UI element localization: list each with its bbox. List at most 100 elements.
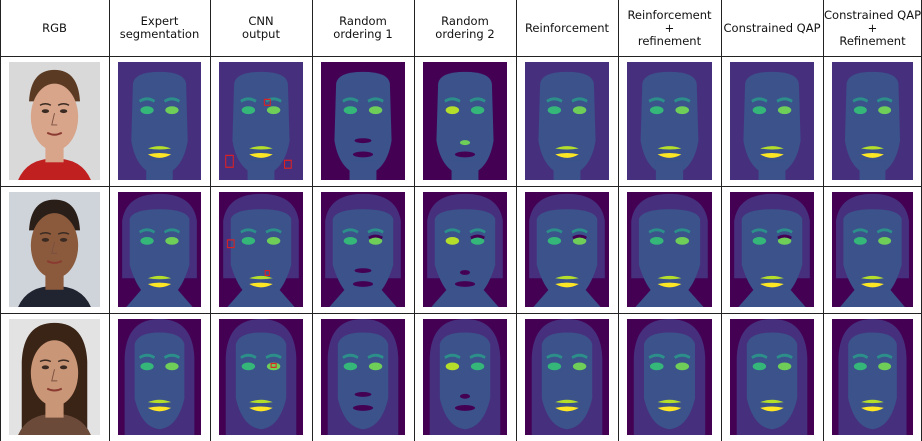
seg-face	[332, 209, 394, 302]
seg-brow-left	[648, 228, 666, 234]
seg-lower-lip	[147, 282, 172, 288]
seg-neck	[738, 287, 806, 307]
seg-brow-right	[776, 97, 793, 103]
seg-brow-right	[571, 97, 588, 103]
seg-brow-right	[469, 97, 486, 103]
seg-brow-right	[776, 228, 793, 234]
segmentation-map-rand1	[321, 192, 405, 307]
seg-eye-right	[777, 237, 792, 245]
segmentation-map-rand2	[423, 62, 507, 180]
seg-face	[439, 332, 491, 430]
grid-hline	[0, 313, 922, 314]
segmentation-map-reinf_ref	[627, 319, 712, 435]
photo-mouth	[46, 387, 63, 392]
photo-neck	[45, 274, 64, 290]
seg-brow-left	[546, 228, 563, 234]
segmentation-svg	[832, 62, 913, 180]
seg-brow-left	[751, 228, 768, 234]
segmentation-map-qap	[730, 192, 814, 307]
photo-eye-left	[41, 365, 50, 370]
error-highlight-box	[263, 98, 271, 106]
seg-brow-left	[342, 228, 359, 234]
grid-vline	[516, 0, 517, 441]
column-header-1: Expert segmentation	[119, 14, 200, 41]
column-header-3: Random ordering 1	[333, 14, 393, 41]
grid-vline	[312, 0, 313, 441]
seg-brow-left	[852, 353, 869, 359]
seg-brow-left	[751, 353, 768, 359]
seg-eye-left	[853, 237, 867, 245]
seg-mouth-wrong	[354, 268, 372, 273]
seg-brow-right	[265, 228, 282, 234]
seg-brow-right	[163, 228, 181, 234]
seg-eye-left	[343, 106, 358, 115]
seg-lower-lip	[555, 406, 579, 412]
seg-neck	[349, 160, 377, 180]
seg-brow-right	[367, 97, 384, 103]
photo-eye-right	[59, 238, 68, 242]
photo-nose	[51, 241, 58, 254]
seg-eye-shadow	[777, 234, 792, 240]
column-header-6: Reinforcement + refinement	[627, 7, 712, 48]
segmentation-map-qap_ref	[832, 62, 913, 180]
grid-vline	[414, 0, 415, 441]
seg-lower-lip	[249, 282, 273, 288]
seg-eye-left	[547, 237, 562, 245]
seg-lower-lip	[147, 406, 172, 412]
segmentation-map-cnn	[219, 192, 303, 307]
seg-eye-shadow	[368, 234, 383, 240]
seg-brow-left	[648, 353, 666, 359]
seg-mouth-wrong	[459, 393, 471, 399]
seg-lip-wrong	[454, 151, 476, 158]
photo-eye-right	[59, 365, 68, 370]
photo-nose	[51, 369, 58, 382]
seg-mouth-wrong	[459, 140, 471, 146]
seg-face	[541, 332, 593, 430]
photo-brow-left	[39, 103, 52, 106]
seg-eye-left	[445, 362, 460, 371]
seg-brow-left	[546, 97, 563, 103]
error-highlight-box	[225, 154, 234, 168]
segmentation-map-qap	[730, 319, 814, 435]
seg-face	[129, 209, 190, 302]
photo-neck	[45, 402, 64, 418]
seg-eye-right	[777, 106, 792, 115]
seg-brow-right	[876, 353, 893, 359]
seg-brow-left	[444, 97, 461, 103]
seg-neck	[859, 160, 886, 180]
photo-mouth	[46, 260, 63, 264]
segmentation-map-rand2	[423, 319, 507, 435]
photo-shirt	[18, 285, 91, 307]
segmentation-svg	[423, 319, 507, 435]
segmentation-svg	[219, 192, 303, 307]
segmentation-svg	[118, 319, 201, 435]
segmentation-svg	[627, 62, 712, 180]
seg-neck	[840, 287, 905, 307]
seg-eye-right	[572, 237, 587, 245]
seg-face	[134, 332, 185, 430]
segmentation-svg	[423, 62, 507, 180]
seg-eye-left	[241, 237, 256, 245]
grid-hline	[0, 186, 922, 187]
seg-brow-left	[240, 97, 257, 103]
seg-eye-shadow	[470, 234, 485, 240]
seg-lower-lip	[657, 282, 682, 288]
seg-brow-left	[751, 97, 768, 103]
column-header-2: CNN output	[242, 14, 280, 41]
grid-vline	[823, 0, 824, 441]
seg-brow-left	[444, 228, 461, 234]
photo-mouth	[46, 131, 63, 136]
seg-upper-lip	[147, 275, 172, 280]
seg-eye-left	[547, 106, 562, 115]
seg-brow-right	[469, 228, 486, 234]
segmentation-map-cnn	[219, 319, 303, 435]
seg-upper-lip	[555, 146, 579, 150]
seg-face	[848, 332, 897, 430]
seg-upper-lip	[861, 146, 884, 150]
photo-nose	[51, 113, 58, 126]
seg-eye-right	[572, 106, 587, 115]
seg-mouth-wrong	[459, 270, 471, 275]
seg-eye-left	[649, 362, 664, 371]
seg-lower-lip	[760, 406, 784, 412]
seg-neck	[553, 160, 581, 180]
